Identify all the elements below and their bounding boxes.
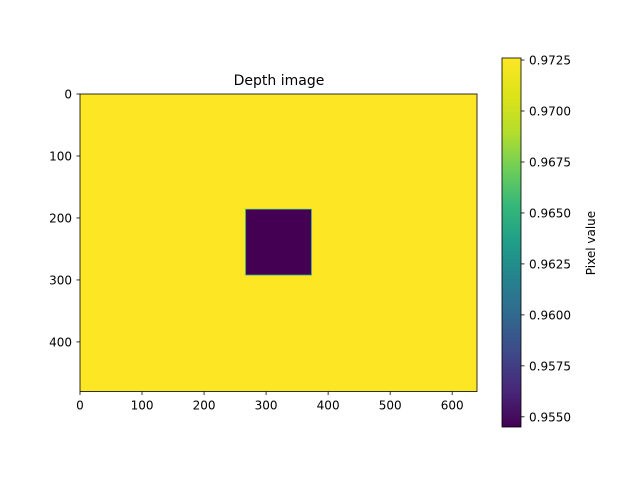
chart-title: Depth image [234, 73, 325, 89]
image-region-square [245, 208, 312, 276]
colorbar-tick-label: 0.9625 [529, 257, 571, 271]
x-tick-label: 300 [255, 399, 278, 413]
colorbar-frame [501, 57, 522, 428]
y-tick-label: 100 [49, 149, 72, 163]
colorbar-tick-label: 0.9575 [529, 359, 571, 373]
colorbar-tick-label: 0.9550 [529, 410, 571, 424]
colorbar-tick-label: 0.9725 [529, 54, 571, 68]
colorbar-tick-label: 0.9650 [529, 206, 571, 220]
y-tick-label: 200 [49, 211, 72, 225]
x-axis: 0 100 200 300 400 500 600 [76, 391, 464, 413]
colorbar-tick-label: 0.9600 [529, 308, 571, 322]
y-tick-label: 300 [49, 273, 72, 287]
x-tick-label: 600 [441, 399, 464, 413]
plot-frame [79, 93, 478, 392]
colorbar: 0.9550 0.9575 0.9600 0.9625 0.9650 0.9675 0.97… [501, 54, 571, 428]
colorbar-label: Pixel value [584, 211, 598, 275]
colorbar-tick-label: 0.9700 [529, 105, 571, 119]
x-tick-label: 500 [379, 399, 402, 413]
y-tick-label: 400 [49, 335, 72, 349]
x-tick-label: 400 [317, 399, 340, 413]
x-tick-label: 0 [76, 399, 84, 413]
colorbar-tick-label: 0.9675 [529, 155, 571, 169]
y-axis: 0 100 200 300 400 [49, 88, 80, 349]
x-tick-label: 100 [131, 399, 154, 413]
image-plot [79, 93, 478, 392]
x-tick-label: 200 [193, 399, 216, 413]
colorbar-gradient [502, 58, 521, 427]
y-tick-label: 0 [64, 88, 72, 102]
